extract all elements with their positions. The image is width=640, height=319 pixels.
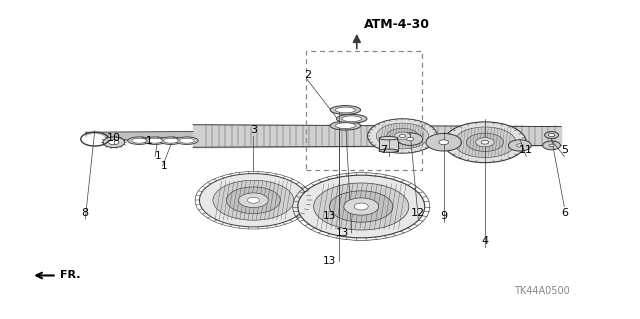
Ellipse shape bbox=[148, 138, 163, 143]
Bar bbox=[306, 51, 422, 170]
Text: 12: 12 bbox=[412, 208, 426, 218]
Ellipse shape bbox=[344, 198, 379, 215]
Text: TK44A0500: TK44A0500 bbox=[514, 286, 570, 296]
Ellipse shape bbox=[516, 144, 523, 147]
Text: 11: 11 bbox=[519, 145, 533, 155]
Text: 2: 2 bbox=[304, 70, 311, 80]
Text: 10: 10 bbox=[107, 133, 121, 143]
Ellipse shape bbox=[379, 137, 398, 140]
Ellipse shape bbox=[200, 174, 307, 227]
Ellipse shape bbox=[330, 121, 360, 130]
Ellipse shape bbox=[132, 138, 147, 143]
Text: 9: 9 bbox=[440, 211, 447, 221]
Ellipse shape bbox=[543, 141, 561, 150]
Text: 3: 3 bbox=[250, 125, 257, 135]
Ellipse shape bbox=[387, 128, 418, 144]
Ellipse shape bbox=[335, 123, 355, 129]
Ellipse shape bbox=[143, 137, 166, 145]
Ellipse shape bbox=[163, 138, 179, 143]
Text: 13: 13 bbox=[335, 228, 349, 238]
Ellipse shape bbox=[545, 132, 559, 138]
Ellipse shape bbox=[159, 137, 182, 145]
Ellipse shape bbox=[508, 140, 531, 151]
Ellipse shape bbox=[109, 140, 119, 145]
Ellipse shape bbox=[355, 203, 368, 210]
Ellipse shape bbox=[379, 149, 398, 152]
Ellipse shape bbox=[444, 122, 526, 163]
Text: 7: 7 bbox=[380, 145, 387, 155]
Text: 5: 5 bbox=[561, 145, 568, 155]
Ellipse shape bbox=[337, 115, 367, 123]
Ellipse shape bbox=[179, 138, 194, 143]
Text: 6: 6 bbox=[561, 208, 568, 218]
Ellipse shape bbox=[454, 127, 516, 158]
Ellipse shape bbox=[128, 137, 150, 145]
Ellipse shape bbox=[481, 140, 489, 144]
Ellipse shape bbox=[549, 144, 554, 147]
Ellipse shape bbox=[330, 191, 393, 222]
Text: 13: 13 bbox=[323, 256, 336, 266]
Ellipse shape bbox=[367, 119, 437, 153]
Ellipse shape bbox=[314, 183, 409, 230]
Text: FR.: FR. bbox=[60, 271, 81, 280]
Ellipse shape bbox=[239, 193, 268, 208]
Ellipse shape bbox=[406, 137, 413, 141]
Ellipse shape bbox=[439, 140, 449, 145]
Ellipse shape bbox=[335, 107, 355, 113]
Ellipse shape bbox=[330, 106, 360, 115]
Text: 8: 8 bbox=[82, 208, 89, 218]
Text: ATM-4-30: ATM-4-30 bbox=[364, 18, 431, 31]
Ellipse shape bbox=[476, 138, 494, 147]
Ellipse shape bbox=[103, 137, 125, 148]
Ellipse shape bbox=[175, 137, 198, 145]
Ellipse shape bbox=[548, 133, 555, 137]
Ellipse shape bbox=[213, 180, 294, 220]
Ellipse shape bbox=[426, 133, 461, 151]
Ellipse shape bbox=[248, 197, 259, 203]
Ellipse shape bbox=[376, 123, 429, 149]
Ellipse shape bbox=[467, 133, 504, 152]
Ellipse shape bbox=[342, 116, 362, 122]
Ellipse shape bbox=[298, 175, 425, 238]
Text: 1: 1 bbox=[155, 152, 161, 161]
Ellipse shape bbox=[395, 132, 410, 140]
Text: 4: 4 bbox=[481, 236, 488, 246]
Ellipse shape bbox=[227, 187, 280, 213]
Bar bbox=[379, 138, 398, 151]
Text: 13: 13 bbox=[323, 211, 336, 221]
Ellipse shape bbox=[84, 134, 105, 144]
Text: 1: 1 bbox=[145, 136, 152, 146]
Text: 1: 1 bbox=[161, 161, 168, 171]
Ellipse shape bbox=[397, 133, 423, 145]
Ellipse shape bbox=[399, 134, 406, 137]
